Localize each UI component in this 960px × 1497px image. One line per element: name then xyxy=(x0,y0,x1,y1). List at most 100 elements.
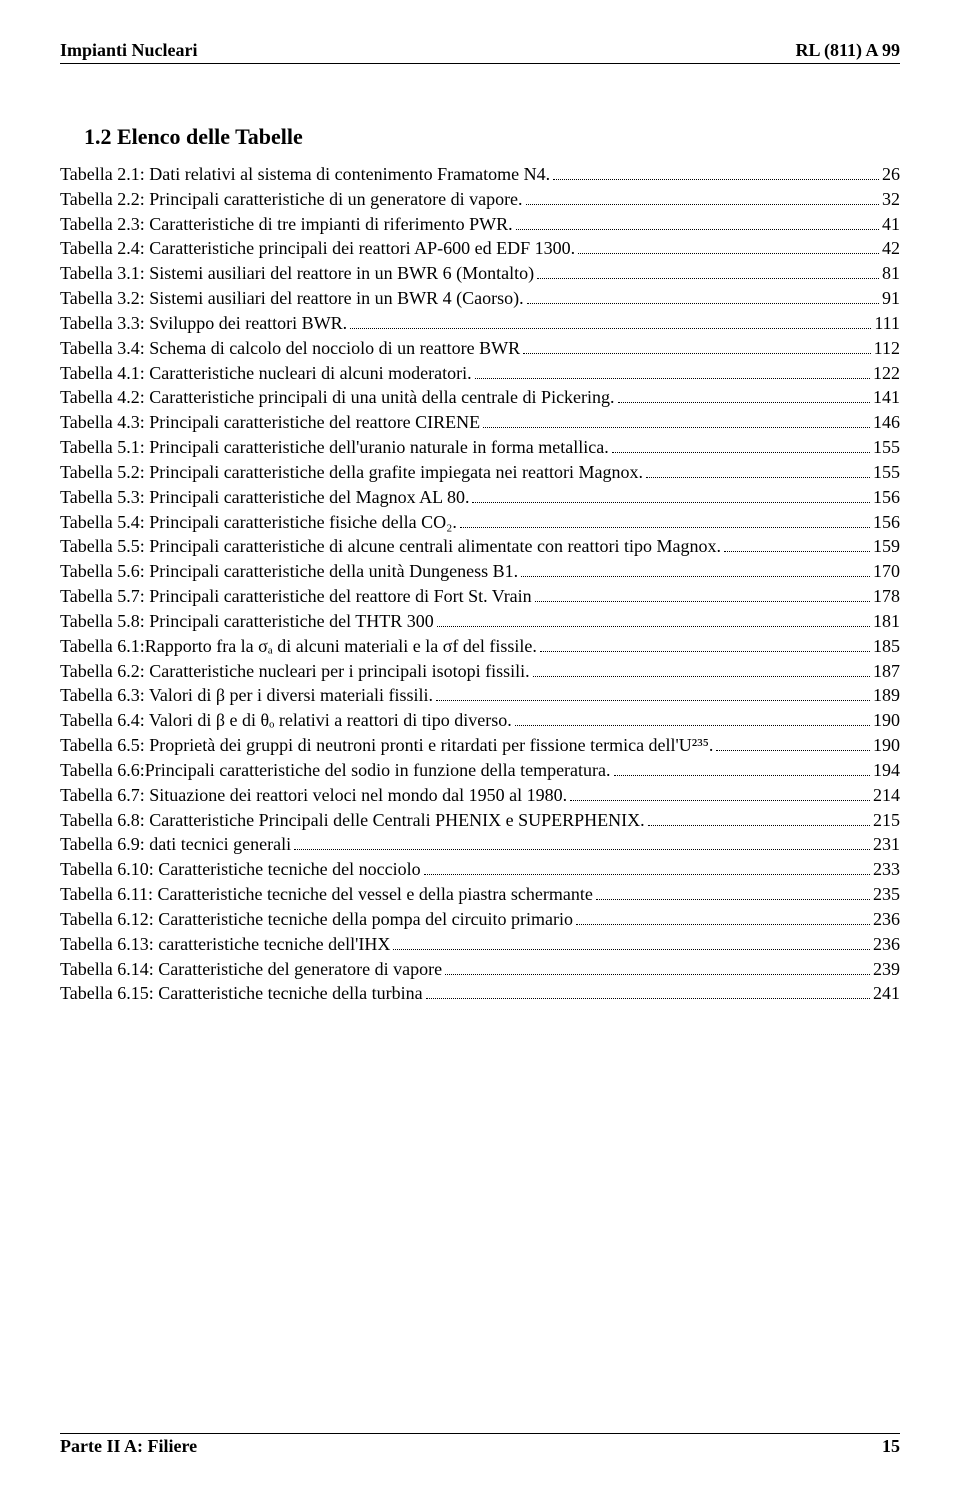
page: Impianti Nucleari RL (811) A 99 1.2 Elen… xyxy=(0,0,960,1497)
header-right: RL (811) A 99 xyxy=(795,40,900,61)
header-left: Impianti Nucleari xyxy=(60,40,198,61)
toc-entry-label: Tabella 6.10: Caratteristiche tecniche d… xyxy=(60,857,421,882)
toc-leader-dots xyxy=(515,709,870,726)
toc-entry: Tabella 4.3: Principali caratteristiche … xyxy=(60,410,900,435)
toc-entry-label: Tabella 4.2: Caratteristiche principali … xyxy=(60,385,615,410)
toc-entry: Tabella 3.4: Schema di calcolo del nocci… xyxy=(60,336,900,361)
footer-left: Parte II A: Filiere xyxy=(60,1436,197,1457)
toc-entry-label: Tabella 4.3: Principali caratteristiche … xyxy=(60,410,480,435)
toc-entry-page: 146 xyxy=(873,410,900,435)
toc-entry-label: Tabella 6.3: Valori di β per i diversi m… xyxy=(60,683,433,708)
toc-entry: Tabella 5.2: Principali caratteristiche … xyxy=(60,460,900,485)
toc-entry-page: 189 xyxy=(873,683,900,708)
toc-entry: Tabella 2.4: Caratteristiche principali … xyxy=(60,236,900,261)
toc-entry: Tabella 5.6: Principali caratteristiche … xyxy=(60,559,900,584)
toc-entry: Tabella 6.12: Caratteristiche tecniche d… xyxy=(60,907,900,932)
toc-entry: Tabella 5.8: Principali caratteristiche … xyxy=(60,609,900,634)
toc-entry-label: Tabella 2.4: Caratteristiche principali … xyxy=(60,236,575,261)
toc-entry-page: 122 xyxy=(873,361,900,386)
toc-leader-dots xyxy=(527,287,879,304)
toc-entry: Tabella 6.4: Valori di β e di θₒ relativ… xyxy=(60,708,900,733)
toc-entry-page: 194 xyxy=(873,758,900,783)
toc-entry-page: 185 xyxy=(873,634,900,659)
toc-entry-label: Tabella 6.8: Caratteristiche Principali … xyxy=(60,808,645,833)
toc-entry-label: Tabella 6.4: Valori di β e di θₒ relativ… xyxy=(60,708,512,733)
toc-entry-label: Tabella 2.3: Caratteristiche di tre impi… xyxy=(60,212,513,237)
toc-leader-dots xyxy=(424,858,870,875)
toc-entry-page: 241 xyxy=(873,981,900,1006)
toc-entry: Tabella 3.1: Sistemi ausiliari del reatt… xyxy=(60,261,900,286)
toc-entry-page: 181 xyxy=(873,609,900,634)
toc-entry: Tabella 3.3: Sviluppo dei reattori BWR.1… xyxy=(60,311,900,336)
toc-entry: Tabella 6.13: caratteristiche tecniche d… xyxy=(60,932,900,957)
toc-entry-page: 112 xyxy=(874,336,900,361)
toc-leader-dots xyxy=(523,337,871,354)
toc-entry: Tabella 2.3: Caratteristiche di tre impi… xyxy=(60,212,900,237)
toc-leader-dots xyxy=(521,560,870,577)
toc-entry-page: 141 xyxy=(873,385,900,410)
toc-entry-label: Tabella 6.7: Situazione dei reattori vel… xyxy=(60,783,567,808)
toc-entry-label: Tabella 3.3: Sviluppo dei reattori BWR. xyxy=(60,311,347,336)
toc-entry: Tabella 5.5: Principali caratteristiche … xyxy=(60,534,900,559)
toc-leader-dots xyxy=(393,932,870,949)
toc-entry-page: 215 xyxy=(873,808,900,833)
toc-entry-label: Tabella 2.2: Principali caratteristiche … xyxy=(60,187,523,212)
toc-entry-label: Tabella 5.3: Principali caratteristiche … xyxy=(60,485,469,510)
toc-entry: Tabella 2.1: Dati relativi al sistema di… xyxy=(60,162,900,187)
toc-leader-dots xyxy=(614,759,870,776)
toc-leader-dots xyxy=(445,957,870,974)
toc-entry-label: Tabella 3.1: Sistemi ausiliari del reatt… xyxy=(60,261,534,286)
toc-entry-label: Tabella 5.2: Principali caratteristiche … xyxy=(60,460,643,485)
toc-entry-label: Tabella 6.9: dati tecnici generali xyxy=(60,832,291,857)
toc-leader-dots xyxy=(612,436,870,453)
toc-entry-label: Tabella 3.2: Sistemi ausiliari del reatt… xyxy=(60,286,524,311)
toc-entry-page: 41 xyxy=(882,212,900,237)
toc-entry: Tabella 6.9: dati tecnici generali 231 xyxy=(60,832,900,857)
toc-entry: Tabella 4.2: Caratteristiche principali … xyxy=(60,385,900,410)
toc-leader-dots xyxy=(618,386,870,403)
toc-entry-page: 155 xyxy=(873,435,900,460)
toc-leader-dots xyxy=(540,635,870,652)
toc-entry-label: Tabella 6.14: Caratteristiche del genera… xyxy=(60,957,442,982)
toc-entry-page: 214 xyxy=(873,783,900,808)
toc-leader-dots xyxy=(460,510,870,527)
toc-entry-page: 155 xyxy=(873,460,900,485)
toc-entry: Tabella 6.2: Caratteristiche nucleari pe… xyxy=(60,659,900,684)
toc-entry-label: Tabella 3.4: Schema di calcolo del nocci… xyxy=(60,336,520,361)
toc-leader-dots xyxy=(436,684,870,701)
toc-entry: Tabella 6.15: Caratteristiche tecniche d… xyxy=(60,981,900,1006)
toc-entry: Tabella 6.8: Caratteristiche Principali … xyxy=(60,808,900,833)
toc-leader-dots xyxy=(570,784,870,801)
table-of-contents: Tabella 2.1: Dati relativi al sistema di… xyxy=(60,162,900,1006)
toc-entry-page: 235 xyxy=(873,882,900,907)
toc-leader-dots xyxy=(483,411,870,428)
toc-leader-dots xyxy=(294,833,870,850)
toc-entry-page: 156 xyxy=(873,485,900,510)
toc-entry-label: Tabella 5.1: Principali caratteristiche … xyxy=(60,435,609,460)
toc-entry-page: 170 xyxy=(873,559,900,584)
toc-leader-dots xyxy=(596,883,870,900)
toc-entry-page: 190 xyxy=(873,708,900,733)
toc-entry-page: 42 xyxy=(882,236,900,261)
toc-entry-label: Tabella 2.1: Dati relativi al sistema di… xyxy=(60,162,550,187)
toc-entry: Tabella 6.14: Caratteristiche del genera… xyxy=(60,957,900,982)
toc-entry-page: 32 xyxy=(882,187,900,212)
toc-entry: Tabella 6.6:Principali caratteristiche d… xyxy=(60,758,900,783)
toc-leader-dots xyxy=(535,585,870,602)
toc-entry: Tabella 5.1: Principali caratteristiche … xyxy=(60,435,900,460)
toc-entry-page: 233 xyxy=(873,857,900,882)
toc-entry-page: 231 xyxy=(873,832,900,857)
toc-entry: Tabella 5.3: Principali caratteristiche … xyxy=(60,485,900,510)
toc-entry-label: Tabella 4.1: Caratteristiche nucleari di… xyxy=(60,361,472,386)
toc-entry-page: 239 xyxy=(873,957,900,982)
toc-leader-dots xyxy=(533,659,870,676)
toc-entry-page: 178 xyxy=(873,584,900,609)
toc-entry-label: Tabella 6.5: Proprietà dei gruppi di neu… xyxy=(60,733,713,758)
toc-entry-label: Tabella 6.1:Rapporto fra la σₐ di alcuni… xyxy=(60,634,537,659)
toc-entry: Tabella 5.7: Principali caratteristiche … xyxy=(60,584,900,609)
toc-leader-dots xyxy=(576,908,870,925)
toc-leader-dots xyxy=(578,237,879,254)
toc-entry: Tabella 6.5: Proprietà dei gruppi di neu… xyxy=(60,733,900,758)
toc-entry: Tabella 6.11: Caratteristiche tecniche d… xyxy=(60,882,900,907)
toc-leader-dots xyxy=(646,461,870,478)
